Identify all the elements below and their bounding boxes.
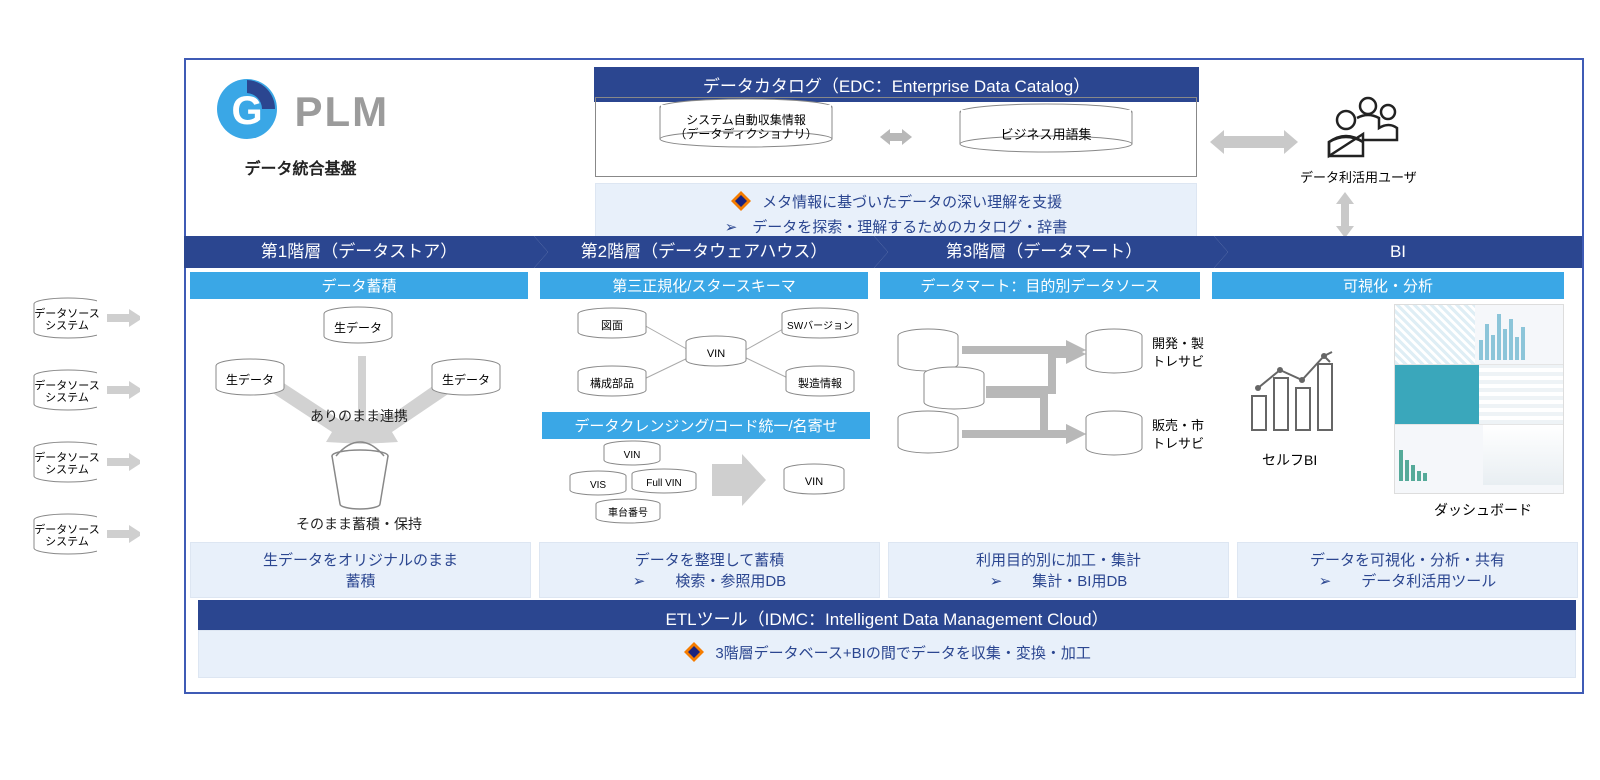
bidirectional-arrow-icon (876, 125, 916, 149)
logo-subtitle: データ統合基盤 (212, 155, 389, 179)
datasource-2: データソースシステム (30, 368, 140, 412)
datasource-4: データソースシステム (30, 512, 140, 556)
desc-col3: 利用目的別に加工・集計➢ 集計・BI用DB (888, 542, 1229, 598)
users-label: データ利活用ユーザ (1300, 167, 1417, 186)
catalog-cyl-glossary: ビジネス用語集 (956, 102, 1136, 173)
users-bi-arrow-icon (1330, 190, 1360, 240)
sublabel-l2: 第三正規化/スタースキーマ (540, 272, 868, 299)
sublabel-bi: 可視化・分析 (1212, 272, 1564, 299)
arrow-right-icon (105, 306, 140, 330)
catalog-desc-l1: メタ情報に基づいたデータの深い理解を支援 (762, 194, 1062, 211)
arrow-right-icon (105, 450, 140, 474)
desc-col4: データを可視化・分析・共有➢ データ利活用ツール (1237, 542, 1578, 598)
selfbi-label: セルフBI (1262, 450, 1317, 470)
arrow-right-icon (105, 522, 140, 546)
datasource-1: データソースシステム (30, 296, 140, 340)
col1-asis: ありのまま連携 (190, 406, 528, 426)
svg-text:VIS: VIS (590, 480, 606, 491)
sublabel-row: データ蓄積 第三正規化/スタースキーマ データマート：目的別データソース 可視化… (184, 272, 1582, 299)
svg-text:開発・製造: 開発・製造 (1152, 336, 1204, 351)
logo-g-icon: G (212, 74, 282, 149)
svg-text:図面: 図面 (601, 319, 623, 332)
datasource-3: データソースシステム (30, 440, 140, 484)
svg-text:車台番号: 車台番号 (608, 506, 648, 519)
svg-text:製造情報: 製造情報 (798, 376, 842, 390)
svg-text:構成部品: 構成部品 (590, 376, 634, 390)
catalog-cyl1-line1: システム自動収集情報 (656, 113, 836, 127)
svg-text:Full VIN: Full VIN (646, 478, 682, 489)
datasource-column: データソースシステム データソースシステム データソースシステム データソースシ… (30, 296, 140, 584)
catalog-cyl-dictionary: システム自動収集情報 （データディクショナリ） (656, 97, 836, 178)
sublabel-l3: データマート：目的別データソース (880, 272, 1200, 299)
svg-text:SWバージョン: SWバージョン (787, 320, 853, 332)
etl-desc-text: 3階層データベース+BIの間でデータを収集・変換・加工 (715, 645, 1091, 662)
chevron-layer2: 第2階層（データウェアハウス） (534, 236, 874, 268)
col4-content: セルフBI ダッシュボード (1218, 300, 1580, 546)
svg-text:VIN: VIN (624, 450, 641, 461)
chevron-bi: BI (1214, 236, 1582, 268)
svg-text:販売・市場: 販売・市場 (1152, 418, 1204, 433)
col3-content: 開発・製造 トレサビ 販売・市場 トレサビ (884, 300, 1204, 546)
desc-col2: データを整理して蓄積➢ 検索・参照用DB (539, 542, 880, 598)
svg-text:生データ: 生データ (334, 320, 382, 335)
chevron-layer1: 第1階層（データストア） (184, 236, 534, 268)
col2-content: 図面 VIN SWバージョン 構成部品 製造情報 データクレンジング/コード統一… (542, 300, 870, 546)
dashboard-label: ダッシュボード (1434, 500, 1532, 520)
arrow-right-icon (105, 378, 140, 402)
catalog-cyl2-label: ビジネス用語集 (956, 124, 1136, 143)
svg-text:VIN: VIN (805, 476, 823, 488)
col1-store: そのまま蓄積・保持 (190, 514, 528, 534)
arrow-to-users-icon (1204, 122, 1304, 162)
users-area: データ利活用ユーザ (1300, 94, 1417, 186)
logo-area: G PLM データ統合基盤 (212, 74, 389, 179)
catalog-box: システム自動収集情報 （データディクショナリ） ビジネス用語集 (595, 97, 1197, 177)
users-icon (1313, 94, 1403, 160)
desc-col1: 生データをオリジナルのまま蓄積 (190, 542, 531, 598)
informatica-icon (683, 641, 705, 667)
layer-chevron-row: 第1階層（データストア） 第2階層（データウェアハウス） 第3階層（データマート… (184, 236, 1582, 268)
svg-text:トレサビ: トレサビ (1152, 436, 1204, 451)
col1-content: 生データ 生データ 生データ ありのまま連携 そのまま蓄積・保持 (190, 300, 528, 546)
svg-text:VIN: VIN (707, 348, 725, 360)
svg-text:トレサビ: トレサビ (1152, 354, 1204, 369)
svg-text:生データ: 生データ (226, 372, 274, 387)
catalog-cyl1-line2: （データディクショナリ） (656, 127, 836, 141)
selfbi-chart-icon (1238, 340, 1348, 440)
catalog-description: メタ情報に基づいたデータの深い理解を支援 ➢ データを探索・理解するためのカタロ… (595, 183, 1197, 244)
logo-plm-text: PLM (294, 88, 389, 136)
chevron-layer3: 第3階層（データマート） (874, 236, 1214, 268)
dashboard-thumbnail (1394, 304, 1564, 494)
svg-text:G: G (231, 89, 262, 133)
svg-text:生データ: 生データ (442, 372, 490, 387)
catalog-desc-l2: ➢ データを探索・理解するためのカタログ・辞書 (596, 216, 1196, 237)
etl-description: 3階層データベース+BIの間でデータを収集・変換・加工 (198, 630, 1576, 678)
sublabel-l1: データ蓄積 (190, 272, 528, 299)
informatica-icon (730, 190, 752, 216)
description-row: 生データをオリジナルのまま蓄積 データを整理して蓄積➢ 検索・参照用DB 利用目… (190, 542, 1578, 598)
